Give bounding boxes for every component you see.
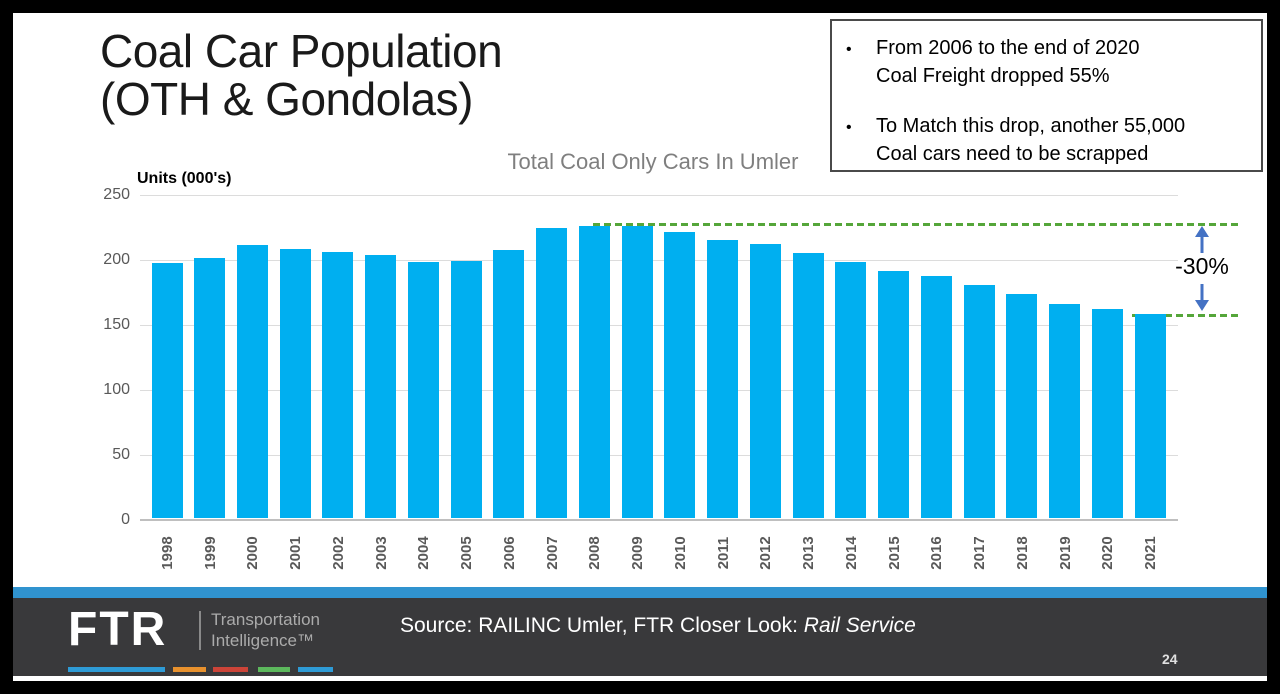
x-axis-label-2012: 2012 (757, 536, 775, 570)
bar-2006 (493, 250, 525, 518)
page-title: Coal Car Population (OTH & Gondolas) (100, 25, 503, 125)
bar-2019 (1049, 303, 1081, 518)
gridline-100 (140, 390, 1178, 391)
footer-accent-strip (13, 587, 1267, 598)
arrow-down-icon (1195, 284, 1209, 311)
bar-2010 (664, 232, 696, 518)
x-axis-label-2003: 2003 (372, 536, 390, 570)
bar-2012 (749, 243, 781, 518)
gridline-250 (140, 195, 1178, 196)
x-axis-label-2017: 2017 (971, 536, 989, 570)
x-axis-label-2016: 2016 (928, 536, 946, 570)
bar-2009 (621, 225, 653, 518)
bar-2011 (707, 239, 739, 518)
page-title-line2: (OTH & Gondolas) (100, 73, 473, 125)
y-axis-tick-150: 150 (103, 316, 130, 333)
lower-ref-line (1132, 313, 1242, 317)
bar-2007 (536, 228, 568, 518)
x-axis-label-1998: 1998 (159, 536, 176, 570)
bar-2008 (578, 225, 610, 518)
y-axis-tick-250: 250 (103, 186, 130, 203)
bullet-icon: • (846, 119, 852, 136)
x-axis-label-2007: 2007 (543, 536, 561, 570)
plot-area: -30% 0 50 100 150 200 250 1998 1999 2000 2001 2002… (103, 186, 1242, 570)
x-axis-label-2020: 2020 (1099, 536, 1117, 570)
bar-2018 (1006, 294, 1038, 518)
bar-2016 (920, 276, 952, 518)
x-axis-label-2013: 2013 (800, 536, 818, 570)
x-axis-label-2004: 2004 (415, 536, 433, 570)
bar-2004 (407, 261, 439, 518)
y-axis-tick-100: 100 (103, 381, 130, 398)
bar-2001 (279, 248, 311, 518)
x-axis-label-2002: 2002 (329, 536, 347, 570)
x-axis-label-2015: 2015 (885, 536, 903, 570)
brand-accent-dash-4 (258, 667, 290, 672)
callout-bullet-2: • To Match this drop, another 55,000 Coa… (846, 112, 1253, 168)
callout-bullet-1: • From 2006 to the end of 2020 Coal Frei… (846, 34, 1253, 90)
logo-divider (199, 611, 201, 650)
brand-accent-dash-2 (173, 667, 206, 672)
callout-box: • From 2006 to the end of 2020 Coal Frei… (830, 19, 1263, 172)
bar-2015 (878, 271, 910, 518)
brand-accent-dash-5 (298, 667, 333, 672)
bar-2014 (835, 261, 867, 518)
upper-ref-line (593, 222, 1240, 226)
x-axis-label-2011: 2011 (714, 536, 732, 570)
gridline-0 (140, 519, 1178, 521)
bar-1999 (194, 258, 226, 518)
bar-2013 (792, 252, 824, 518)
chart-title: Total Coal Only Cars In Umler (507, 149, 799, 174)
slide: Coal Car Population (OTH & Gondolas) • F… (13, 13, 1267, 681)
gridline-150 (140, 325, 1178, 326)
bar-2020 (1091, 308, 1123, 518)
gridline-200 (140, 260, 1178, 261)
x-axis-label-2018: 2018 (1013, 536, 1031, 570)
page-number: 24 (1162, 651, 1178, 667)
page-title-line1: Coal Car Population (100, 25, 503, 77)
bar-2002 (322, 251, 354, 518)
y-axis-tick-200: 200 (103, 251, 130, 268)
bar-2003 (365, 255, 397, 518)
source-citation: Source: RAILINC Umler, FTR Closer Look: … (400, 614, 916, 637)
footer-bar: FTR Transportation Intelligence™ Source:… (13, 598, 1267, 676)
x-axis-label-2006: 2006 (500, 536, 518, 570)
x-axis-label-2009: 2009 (629, 536, 647, 570)
x-axis-label-2019: 2019 (1056, 536, 1074, 570)
y-axis-title: Units (000's) (137, 170, 232, 187)
brand-accent-dash-1 (68, 667, 165, 672)
x-axis-label-1999: 1999 (201, 536, 219, 570)
x-axis-label-2010: 2010 (671, 536, 689, 570)
y-axis-tick-50: 50 (112, 446, 130, 463)
callout-bullet-2-text: To Match this drop, another 55,000 Coal … (876, 115, 1186, 165)
y-axis-tick-0: 0 (121, 511, 130, 528)
bullet-icon: • (846, 41, 852, 58)
ftr-logo: FTR (68, 603, 168, 656)
x-axis-label-2008: 2008 (586, 536, 604, 570)
brand-accent-dash-3 (213, 667, 248, 672)
x-axis-label-2014: 2014 (842, 536, 860, 570)
bar-2017 (963, 285, 995, 518)
x-axis-label-2021: 2021 (1142, 536, 1160, 570)
bar-1998 (151, 263, 183, 518)
x-axis-label-2000: 2000 (244, 536, 262, 570)
bar-2005 (450, 260, 482, 518)
bar-2000 (236, 245, 268, 518)
callout-bullet-1-text: From 2006 to the end of 2020 Coal Freigh… (876, 37, 1140, 87)
arrow-up-icon (1195, 226, 1209, 253)
drop-percentage-label: -30% (1175, 253, 1229, 279)
bar-2021 (1134, 313, 1166, 518)
x-axis-label-2005: 2005 (458, 536, 476, 570)
gridline-50 (140, 455, 1178, 456)
x-axis-label-2001: 2001 (287, 536, 305, 570)
logo-tagline: Transportation Intelligence™ (211, 610, 320, 650)
